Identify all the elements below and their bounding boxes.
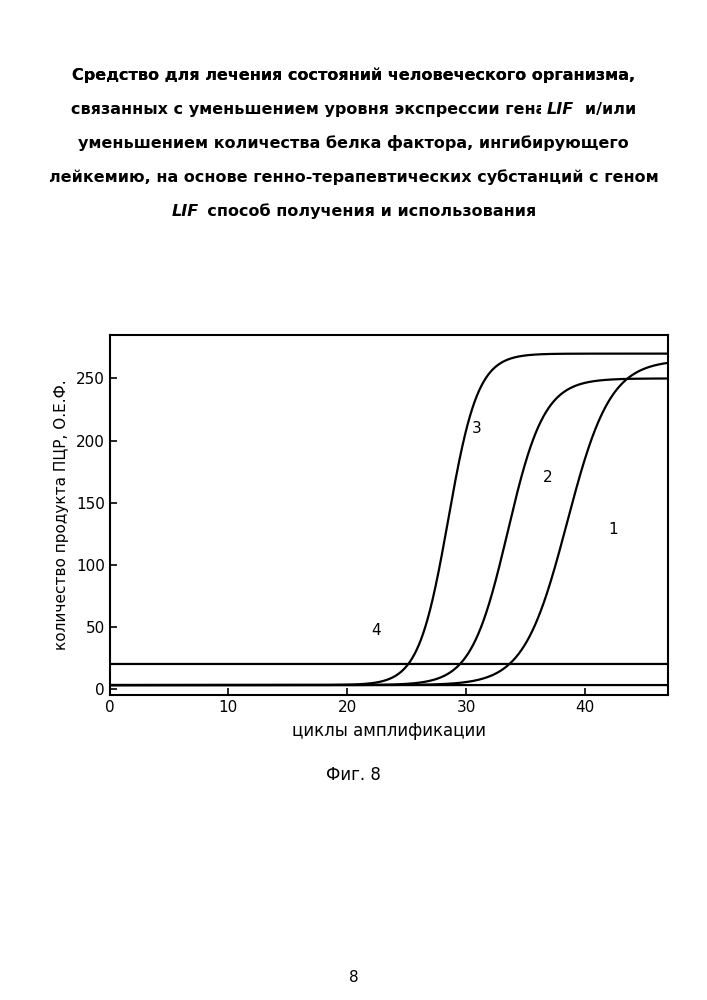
Text: уменьшением количества белка фактора, ингибирующего: уменьшением количества белка фактора, ин… <box>78 135 629 151</box>
Text: 4: 4 <box>371 623 380 638</box>
Text: лейкемию, на основе генно-терапевтических субстанций с геном: лейкемию, на основе генно-терапевтически… <box>49 169 658 185</box>
Text: 3: 3 <box>472 421 481 436</box>
Text: LIF: LIF <box>541 102 580 117</box>
Text: LIF: LIF <box>166 204 205 219</box>
Text: 8: 8 <box>349 970 358 986</box>
X-axis label: циклы амплификации: циклы амплификации <box>292 722 486 740</box>
Text: Средство для лечения состояний человеческого организма,: Средство для лечения состояний человечес… <box>72 68 635 83</box>
Text: 1: 1 <box>609 522 619 537</box>
Text: LIF: LIF <box>547 102 574 117</box>
Y-axis label: количество продукта ПЦР, О.Е.Ф.: количество продукта ПЦР, О.Е.Ф. <box>54 380 69 650</box>
Text: Средство для лечения состояний человеческого организма,: Средство для лечения состояний человечес… <box>72 68 635 83</box>
Text: LIF, способ получения и использования: LIF, способ получения и использования <box>171 203 536 219</box>
Text: LIF: LIF <box>172 204 199 219</box>
Text: связанных с уменьшением уровня экспрессии гена LIF и/или: связанных с уменьшением уровня экспресси… <box>71 102 636 117</box>
Text: Фиг. 8: Фиг. 8 <box>326 766 381 784</box>
Text: 2: 2 <box>544 470 553 485</box>
